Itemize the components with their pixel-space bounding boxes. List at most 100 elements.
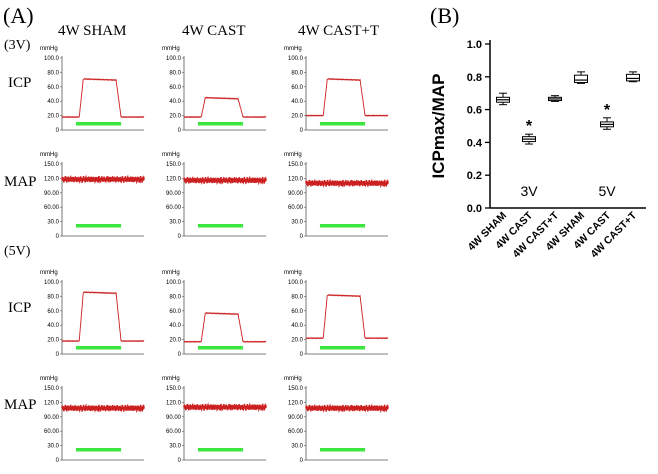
y-tick-label: 150.0 [44,162,60,168]
unit-label: mmHg [162,152,180,158]
tracing-3v-icp-4w-sham: mmHg 100.0 80.0 60.0 40.0 20.0 0 [38,46,150,144]
y-tick-label: 100.0 [166,56,182,62]
box-4 [574,71,588,84]
pressure-trace [183,402,267,413]
y-tick-label: 40.0 [47,99,59,105]
tracing-3v-map-4w-sham: mmHg 150.0 120.0 90.00 60.00 30.0 0 [38,152,150,250]
box-3 [548,95,562,102]
y-tick-label: 80.0 [169,70,181,76]
y-tick-label: 60.0 [291,85,303,91]
panel-a-letter: (A) [3,3,34,28]
tracing-5v-map-4w-sham: mmHg 150.0 120.0 90.00 60.00 30.0 0 [38,376,150,474]
significance-marker: * [526,118,533,135]
stimulation-bar [319,122,366,126]
y-tick-label: 30.0 [47,220,59,226]
tracing-svg: 100.0 80.0 60.0 40.0 20.0 0 [166,56,267,134]
y-tick-label: 30.0 [169,220,181,226]
row-label-icp-3v: ICP [8,75,32,91]
y-tick-label: 30.0 [291,444,303,450]
y-tick-label: 0 [178,458,182,464]
y-tick-label: 0 [56,234,60,240]
tracing-svg: 150.0 120.0 90.00 60.00 30.0 0 [44,162,145,240]
y-tick-label: 100.0 [288,56,304,62]
y-tick-label: 0.8 [467,72,482,84]
y-tick-label: 120.0 [44,400,60,406]
pressure-trace [183,96,267,119]
unit-label: mmHg [284,270,302,276]
stimulation-bar [319,346,366,350]
pressure-trace [61,291,145,343]
y-tick-label: 80.0 [47,70,59,76]
pressure-trace [61,174,145,185]
pressure-trace [183,175,267,186]
y-tick-label: 150.0 [288,386,304,392]
y-tick-label: 90.00 [288,415,304,421]
tracing-svg: 150.0 120.0 90.00 60.00 30.0 0 [288,162,389,240]
unit-label: mmHg [162,270,180,276]
tracing-svg: 100.0 80.0 60.0 40.0 20.0 0 [44,56,145,134]
y-tick-label: 150.0 [288,162,304,168]
pressure-trace [183,311,267,343]
y-tick-label: 60.0 [169,85,181,91]
stimulation-bar [319,224,366,228]
row-label-map-3v: MAP [4,174,37,190]
unit-label: mmHg [284,376,302,382]
y-tick-label: 60.0 [47,309,59,315]
box-body [574,74,588,84]
y-tick-label: 0.2 [467,170,482,182]
tracing-svg: 150.0 120.0 90.00 60.00 30.0 0 [288,386,389,464]
pressure-trace [305,77,389,117]
pressure-trace [61,403,145,414]
stimulation-bar [75,122,122,126]
y-tick-label: 0.4 [467,137,483,149]
box-plot: ICPmax/MAP 0.0 0.2 0.4 0.6 0.8 1.0 4W SHAM 4W CA… [428,30,656,320]
tracing-svg: 150.0 120.0 90.00 60.00 30.0 0 [166,162,267,240]
group-label-3v: 3V [520,183,538,199]
y-tick-label: 20.0 [169,114,181,120]
y-axis-title: ICPmax/MAP [429,74,448,179]
group-label-5v: 5V [598,183,616,199]
stimulation-bar [75,224,122,228]
box-body [626,73,640,82]
tracing-3v-icp-4w-cast-t: mmHg 100.0 80.0 60.0 40.0 20.0 0 [282,46,394,144]
tracing-svg: 100.0 80.0 60.0 40.0 20.0 0 [288,280,389,358]
tracing-3v-map-4w-cast: mmHg 150.0 120.0 90.00 60.00 30.0 0 [160,152,272,250]
y-tick-label: 90.00 [44,415,60,421]
tracing-5v-icp-4w-cast-t: mmHg 100.0 80.0 60.0 40.0 20.0 0 [282,270,394,368]
y-tick-label: 80.0 [291,294,303,300]
pressure-trace [305,293,389,340]
y-tick-label: 120.0 [288,176,304,182]
y-tick-label: 0 [178,128,182,134]
y-tick-label: 80.0 [291,70,303,76]
y-tick-label: 60.00 [166,429,182,435]
y-tick-label: 60.00 [166,205,182,211]
y-tick-label: 100.0 [44,56,60,62]
row-label-icp-5v: ICP [8,300,32,316]
y-tick-label: 30.0 [291,220,303,226]
y-tick-label: 20.0 [291,114,303,120]
y-tick-label: 90.00 [166,191,182,197]
tracing-5v-map-4w-cast: mmHg 150.0 120.0 90.00 60.00 30.0 0 [160,376,272,474]
y-tick-label: 120.0 [44,176,60,182]
group-label-3v: (3V) [4,38,31,53]
stimulation-bar [75,346,122,350]
y-tick-label: 90.00 [44,191,60,197]
group-label-5v: (5V) [4,244,31,259]
column-title-cast-t: 4W CAST+T [298,23,380,39]
stimulation-bar [197,224,244,228]
y-tick-label: 60.00 [288,205,304,211]
y-tick-label: 120.0 [166,400,182,406]
unit-label: mmHg [162,46,180,52]
column-title-cast: 4W CAST [182,23,246,39]
y-tick-label: 40.0 [47,323,59,329]
unit-label: mmHg [40,376,58,382]
y-tick-label: 60.00 [44,205,60,211]
y-tick-label: 20.0 [291,338,303,344]
y-tick-label: 0 [300,234,304,240]
y-tick-label: 60.00 [44,429,60,435]
panel-b-letter: (B) [430,3,460,28]
y-tick-label: 1.0 [467,39,482,51]
unit-label: mmHg [40,152,58,158]
y-tick-label: 0 [178,352,182,358]
tracing-3v-icp-4w-cast: mmHg 100.0 80.0 60.0 40.0 20.0 0 [160,46,272,144]
